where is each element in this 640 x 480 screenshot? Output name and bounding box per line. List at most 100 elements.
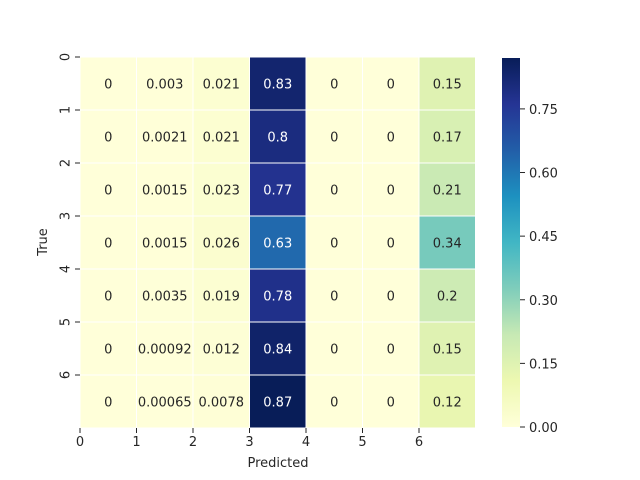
heatmap-cell-r1-c0 (79, 109, 137, 164)
cell-value-label-r3-c5: 0 (387, 237, 395, 252)
cell-value-label-r5-c0: 0 (104, 343, 112, 358)
heatmap-cell-r4-c2 (192, 268, 250, 323)
heatmap-cell-r3-c0 (79, 215, 137, 270)
cell-value-label-r4-c0: 0 (104, 290, 112, 305)
heatmap-cell-r1-c2 (192, 109, 250, 164)
heatmap-cell-r3-c5 (362, 215, 420, 270)
heatmap-cell-r5-c0 (79, 321, 137, 376)
cell-value-label-r0-c3: 0.83 (263, 78, 292, 93)
heatmap-cell-r0-c5 (362, 56, 420, 111)
cell-value-label-r1-c6: 0.17 (433, 131, 462, 146)
heatmap-cell-r1-c6 (418, 109, 476, 164)
cell-value-label-r1-c3: 0.8 (267, 131, 288, 146)
cell-value-label-r3-c1: 0.0015 (142, 237, 188, 252)
cell-value-label-r2-c3: 0.77 (263, 184, 292, 199)
cell-value-label-r4-c1: 0.0035 (142, 290, 188, 305)
cell-value-label-r2-c0: 0 (104, 184, 112, 199)
cell-value-label-r5-c4: 0 (330, 343, 338, 358)
cell-value-label-r4-c6: 0.2 (437, 290, 458, 305)
cell-value-label-r6-c2: 0.0078 (199, 396, 245, 411)
heatmap-cell-r6-c4 (305, 374, 363, 429)
cell-value-label-r2-c1: 0.0015 (142, 184, 188, 199)
heatmap-cell-r5-c4 (305, 321, 363, 376)
cell-value-label-r6-c4: 0 (330, 396, 338, 411)
cell-value-label-r2-c6: 0.21 (433, 184, 462, 199)
cell-value-label-r5-c6: 0.15 (433, 343, 462, 358)
colorbar-ticks: 0.00 0.15 0.30 0.45 0.60 0.75 (520, 103, 558, 436)
y-tick-label-3: 3 (59, 212, 74, 220)
colorbar-tick-label-4: 0.60 (529, 167, 558, 182)
cell-value-label-r2-c4: 0 (330, 184, 338, 199)
cell-value-label-r5-c3: 0.84 (263, 343, 292, 358)
heatmap-cell-r3-c3 (249, 215, 307, 270)
cell-value-label-r6-c1: 0.00065 (138, 396, 192, 411)
cell-value-label-r4-c4: 0 (330, 290, 338, 305)
colorbar (502, 58, 520, 427)
cell-value-label-r0-c1: 0.003 (146, 78, 183, 93)
heatmap-cell-r2-c5 (362, 162, 420, 217)
cell-value-label-r0-c6: 0.15 (433, 78, 462, 93)
cell-value-label-r3-c4: 0 (330, 237, 338, 252)
cell-value-label-r4-c3: 0.78 (263, 290, 292, 305)
cell-value-label-r5-c2: 0.012 (203, 343, 240, 358)
x-tick-label-0: 0 (76, 435, 84, 450)
colorbar-tick-label-2: 0.30 (529, 294, 558, 309)
y-tick-label-6: 6 (59, 371, 74, 379)
x-axis-title: Predicted (247, 456, 308, 471)
heatmap-cell-r3-c6 (418, 215, 476, 270)
heatmap-cell-r4-c0 (79, 268, 137, 323)
heatmap-cell-r6-c5 (362, 374, 420, 429)
x-axis-ticks: 0 1 2 3 4 5 6 (76, 428, 423, 450)
y-tick-label-1: 1 (59, 106, 74, 114)
y-tick-label-4: 4 (59, 265, 74, 273)
heatmap-cell-r1-c4 (305, 109, 363, 164)
cell-value-label-r2-c5: 0 (387, 184, 395, 199)
cell-value-label-r1-c2: 0.021 (203, 131, 240, 146)
cell-value-label-r2-c2: 0.023 (203, 184, 240, 199)
cell-value-label-r0-c4: 0 (330, 78, 338, 93)
heatmap-cell-r0-c1 (136, 56, 194, 111)
heatmap-cell-r3-c1 (136, 215, 194, 270)
x-tick-label-5: 5 (358, 435, 366, 450)
cell-value-label-r1-c1: 0.0021 (142, 131, 188, 146)
cell-value-label-r6-c6: 0.12 (433, 396, 462, 411)
cell-value-label-r6-c5: 0 (387, 396, 395, 411)
cell-value-label-r0-c2: 0.021 (203, 78, 240, 93)
heatmap-cell-r6-c6 (418, 374, 476, 429)
y-axis-title: True (36, 228, 51, 257)
colorbar-tick-label-3: 0.45 (529, 230, 558, 245)
cell-value-label-r4-c5: 0 (387, 290, 395, 305)
heatmap-cells (79, 56, 476, 429)
y-tick-label-5: 5 (59, 318, 74, 326)
cell-value-label-r3-c2: 0.026 (203, 237, 240, 252)
x-tick-label-4: 4 (302, 435, 310, 450)
x-tick-label-1: 1 (132, 435, 140, 450)
heatmap-cell-r5-c1 (136, 321, 194, 376)
y-axis-ticks: 0 1 2 3 4 5 6 (59, 53, 80, 379)
colorbar-tick-label-1: 0.15 (529, 357, 558, 372)
heatmap-cell-r2-c6 (418, 162, 476, 217)
cell-value-label-r1-c5: 0 (387, 131, 395, 146)
heatmap-cell-labels: 0 0.003 0.021 0.83 0 0 0.15 0 0.0021 0.021 0.8 0 0 0.… (104, 78, 462, 411)
cell-value-label-r3-c0: 0 (104, 237, 112, 252)
y-tick-label-0: 0 (59, 53, 74, 61)
cell-value-label-r5-c5: 0 (387, 343, 395, 358)
cell-value-label-r5-c1: 0.00092 (138, 343, 192, 358)
heatmap-cell-r0-c0 (79, 56, 137, 111)
heatmap-cell-r6-c3 (249, 374, 307, 429)
y-tick-label-2: 2 (59, 159, 74, 167)
cell-value-label-r6-c3: 0.87 (263, 396, 292, 411)
cell-value-label-r6-c0: 0 (104, 396, 112, 411)
heatmap-cell-r0-c2 (192, 56, 250, 111)
heatmap-cell-r2-c4 (305, 162, 363, 217)
x-tick-label-3: 3 (245, 435, 253, 450)
cell-value-label-r0-c0: 0 (104, 78, 112, 93)
cell-value-label-r1-c0: 0 (104, 131, 112, 146)
heatmap-cell-r6-c2 (192, 374, 250, 429)
cell-value-label-r3-c3: 0.63 (263, 237, 292, 252)
cell-value-label-r0-c5: 0 (387, 78, 395, 93)
colorbar-tick-label-0: 0.00 (529, 421, 558, 436)
heatmap-cell-r2-c2 (192, 162, 250, 217)
colorbar-tick-label-5: 0.75 (529, 103, 558, 118)
